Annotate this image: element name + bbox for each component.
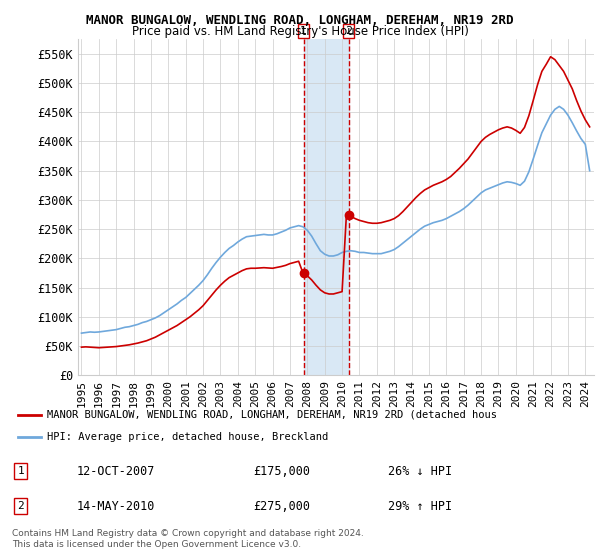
Bar [304,39,349,375]
Text: Contains HM Land Registry data © Crown copyright and database right 2024.
This d: Contains HM Land Registry data © Crown c… [12,529,364,549]
Text: 2: 2 [17,501,24,511]
Text: MANOR BUNGALOW, WENDLING ROAD, LONGHAM, DEREHAM, NR19 2RD (detached hous: MANOR BUNGALOW, WENDLING ROAD, LONGHAM, … [47,409,497,419]
Text: £175,000: £175,000 [253,465,310,478]
Text: 1: 1 [17,466,24,476]
Text: 1: 1 [300,26,307,36]
Text: 14-MAY-2010: 14-MAY-2010 [77,500,155,512]
Text: MANOR BUNGALOW, WENDLING ROAD, LONGHAM, DEREHAM, NR19 2RD: MANOR BUNGALOW, WENDLING ROAD, LONGHAM, … [86,14,514,27]
Text: 2: 2 [345,26,352,36]
Text: 26% ↓ HPI: 26% ↓ HPI [388,465,452,478]
Text: £275,000: £275,000 [253,500,310,512]
Text: Price paid vs. HM Land Registry's House Price Index (HPI): Price paid vs. HM Land Registry's House … [131,25,469,38]
Text: 12-OCT-2007: 12-OCT-2007 [77,465,155,478]
Text: 29% ↑ HPI: 29% ↑ HPI [388,500,452,512]
Text: HPI: Average price, detached house, Breckland: HPI: Average price, detached house, Brec… [47,432,328,442]
